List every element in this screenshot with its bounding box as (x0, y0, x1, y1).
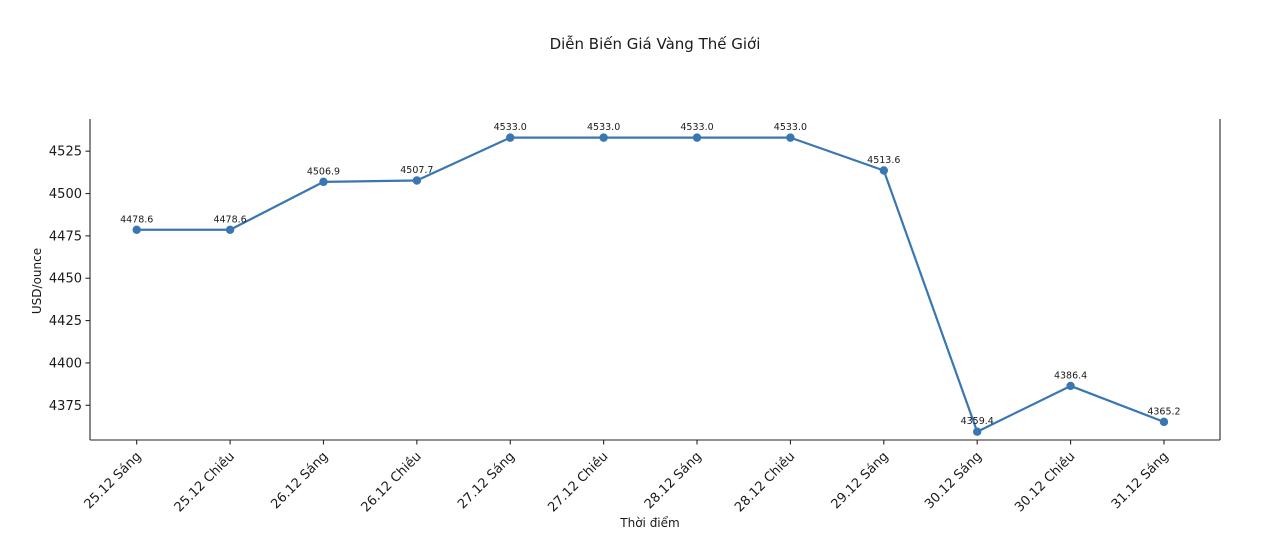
y-tick-label: 4450 (49, 272, 82, 287)
data-point-label: 4359.4 (961, 416, 994, 427)
data-point-label: 4513.6 (867, 155, 900, 166)
chart-title: Diễn Biến Giá Vàng Thế Giới (550, 35, 761, 53)
data-point-marker (599, 133, 608, 142)
y-tick-label: 4500 (49, 187, 82, 202)
data-point-label: 4507.7 (400, 165, 433, 176)
data-point-marker (1159, 417, 1169, 427)
x-tick-label: 29.12 Sáng (829, 449, 892, 512)
data-point-marker (879, 166, 889, 175)
x-tick-label: 30.12 Sáng (922, 449, 985, 512)
data-point-label: 4478.6 (213, 214, 246, 225)
data-point-marker (506, 133, 515, 142)
y-tick-label: 4375 (49, 399, 82, 414)
data-point-label: 4506.9 (307, 166, 340, 177)
data-point-label: 4533.0 (494, 122, 527, 133)
data-point-label: 4533.0 (680, 122, 713, 133)
data-point-marker (1066, 381, 1075, 391)
data-point-marker (225, 225, 235, 234)
y-tick-label: 4525 (49, 145, 82, 160)
x-tick-label: 30.12 Chiều (1012, 449, 1078, 515)
x-tick-label: 28.12 Sáng (642, 449, 705, 512)
x-tick-label: 28.12 Chiều (732, 449, 798, 515)
x-tick-label: 26.12 Sáng (268, 449, 331, 512)
x-axis-label: Thời điểm (619, 516, 679, 530)
y-tick-label: 4400 (49, 356, 82, 371)
x-tick-label: 26.12 Chiều (359, 449, 425, 515)
data-point-marker (319, 177, 328, 187)
data-point-marker (412, 176, 422, 185)
x-tick-label: 27.12 Sáng (455, 449, 518, 512)
data-point-label: 4533.0 (774, 122, 807, 133)
y-axis-label: USD/ounce (30, 248, 44, 314)
y-tick-label: 4425 (49, 314, 82, 329)
data-point-label: 4386.4 (1054, 370, 1087, 381)
x-tick-label: 27.12 Chiều (545, 449, 611, 515)
x-tick-label: 25.12 Sáng (82, 449, 145, 512)
data-point-label: 4365.2 (1147, 406, 1180, 417)
data-point-marker (692, 133, 702, 142)
data-point-label: 4478.6 (120, 214, 153, 225)
x-tick-label: 31.12 Sáng (1109, 449, 1172, 512)
data-point-marker (786, 133, 795, 142)
price-line (135, 136, 1166, 433)
y-tick-label: 4475 (49, 229, 82, 244)
x-tick-label: 25.12 Chiều (172, 449, 238, 515)
data-point-marker (972, 427, 982, 436)
data-point-label: 4533.0 (587, 122, 620, 133)
data-point-marker (132, 225, 141, 234)
plot-area: 4375 4400 4425 4450 4475 4500 4525 25.12 Sáng 25… (49, 119, 1221, 515)
